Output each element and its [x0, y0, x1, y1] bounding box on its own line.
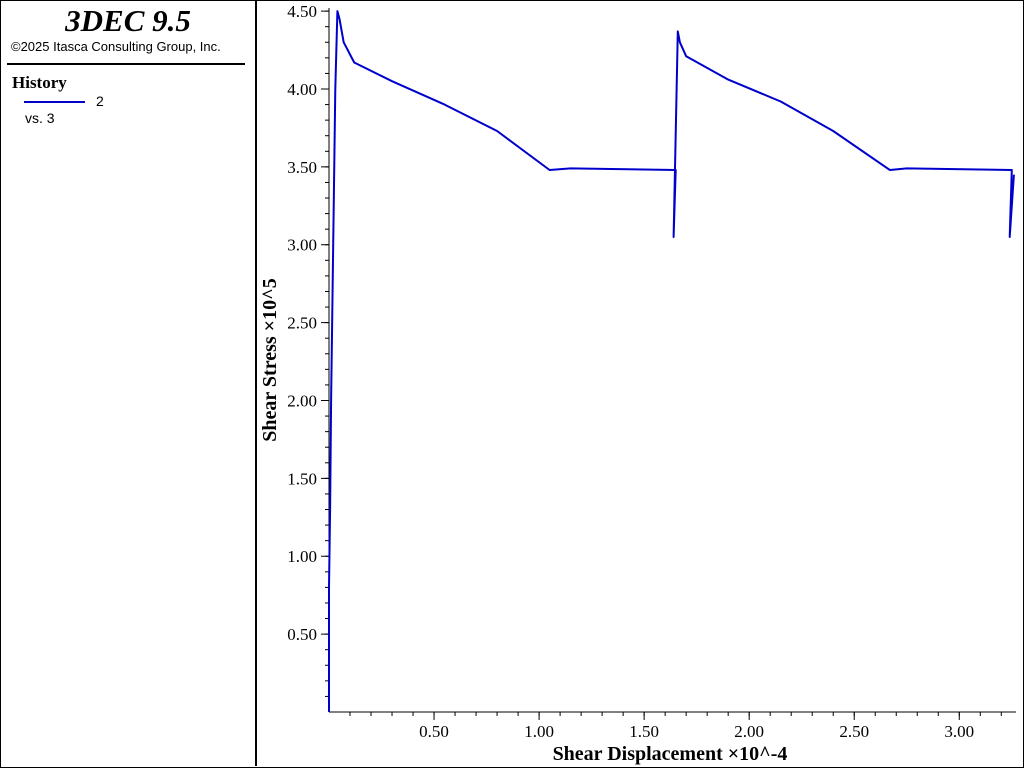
y-tick-label: 2.50 — [287, 314, 317, 333]
y-tick-label: 4.00 — [287, 80, 317, 99]
x-tick-label: 3.00 — [944, 722, 974, 741]
x-tick-label: 2.00 — [734, 722, 764, 741]
legend-swatch — [24, 101, 85, 103]
series-group — [328, 10, 1015, 712]
y-tick-label: 1.00 — [287, 547, 317, 566]
legend-divider — [7, 63, 245, 65]
x-tick-label: 1.50 — [629, 722, 659, 741]
y-axis-title: Shear Stress ×10^5 — [259, 278, 281, 441]
axes-group: 0.50 1.00 1.50 2.00 2.50 3.00 3.50 4.00 4.50 0.50… — [287, 2, 1016, 741]
y-tick-label: 3.00 — [287, 236, 317, 255]
legend-vs-label: vs. 3 — [25, 110, 55, 126]
x-tick-label: 1.00 — [524, 722, 554, 741]
legend-heading: History — [12, 73, 67, 92]
x-axis-title: Shear Displacement ×10^-4 — [553, 743, 788, 765]
y-tick-label: 2.00 — [287, 391, 317, 410]
y-tick-label: 4.50 — [287, 2, 317, 21]
app-title: 3DEC 9.5 — [65, 3, 191, 38]
legend-panel: 3DEC 9.5 ©2025 Itasca Consulting Group, … — [1, 1, 257, 766]
series-line-1 — [328, 10, 1015, 712]
y-tick-label: 3.50 — [287, 158, 317, 177]
x-tick-label: 2.50 — [839, 722, 869, 741]
x-tick-label: 0.50 — [419, 722, 449, 741]
y-tick-label: 0.50 — [287, 625, 317, 644]
y-tick-label: 1.50 — [287, 469, 317, 488]
copyright-text: ©2025 Itasca Consulting Group, Inc. — [11, 39, 221, 54]
legend-series-label: 2 — [96, 93, 104, 109]
